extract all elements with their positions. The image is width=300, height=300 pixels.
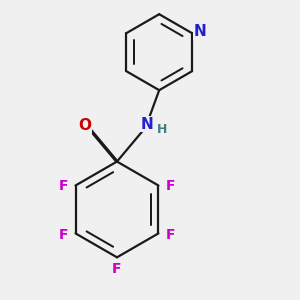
Text: O: O — [78, 118, 91, 133]
Text: F: F — [112, 262, 122, 276]
Text: N: N — [141, 117, 154, 132]
Text: F: F — [165, 178, 175, 193]
Text: F: F — [59, 178, 69, 193]
Text: F: F — [165, 228, 175, 242]
Text: F: F — [59, 228, 69, 242]
Text: N: N — [194, 24, 207, 39]
Text: H: H — [157, 123, 167, 136]
